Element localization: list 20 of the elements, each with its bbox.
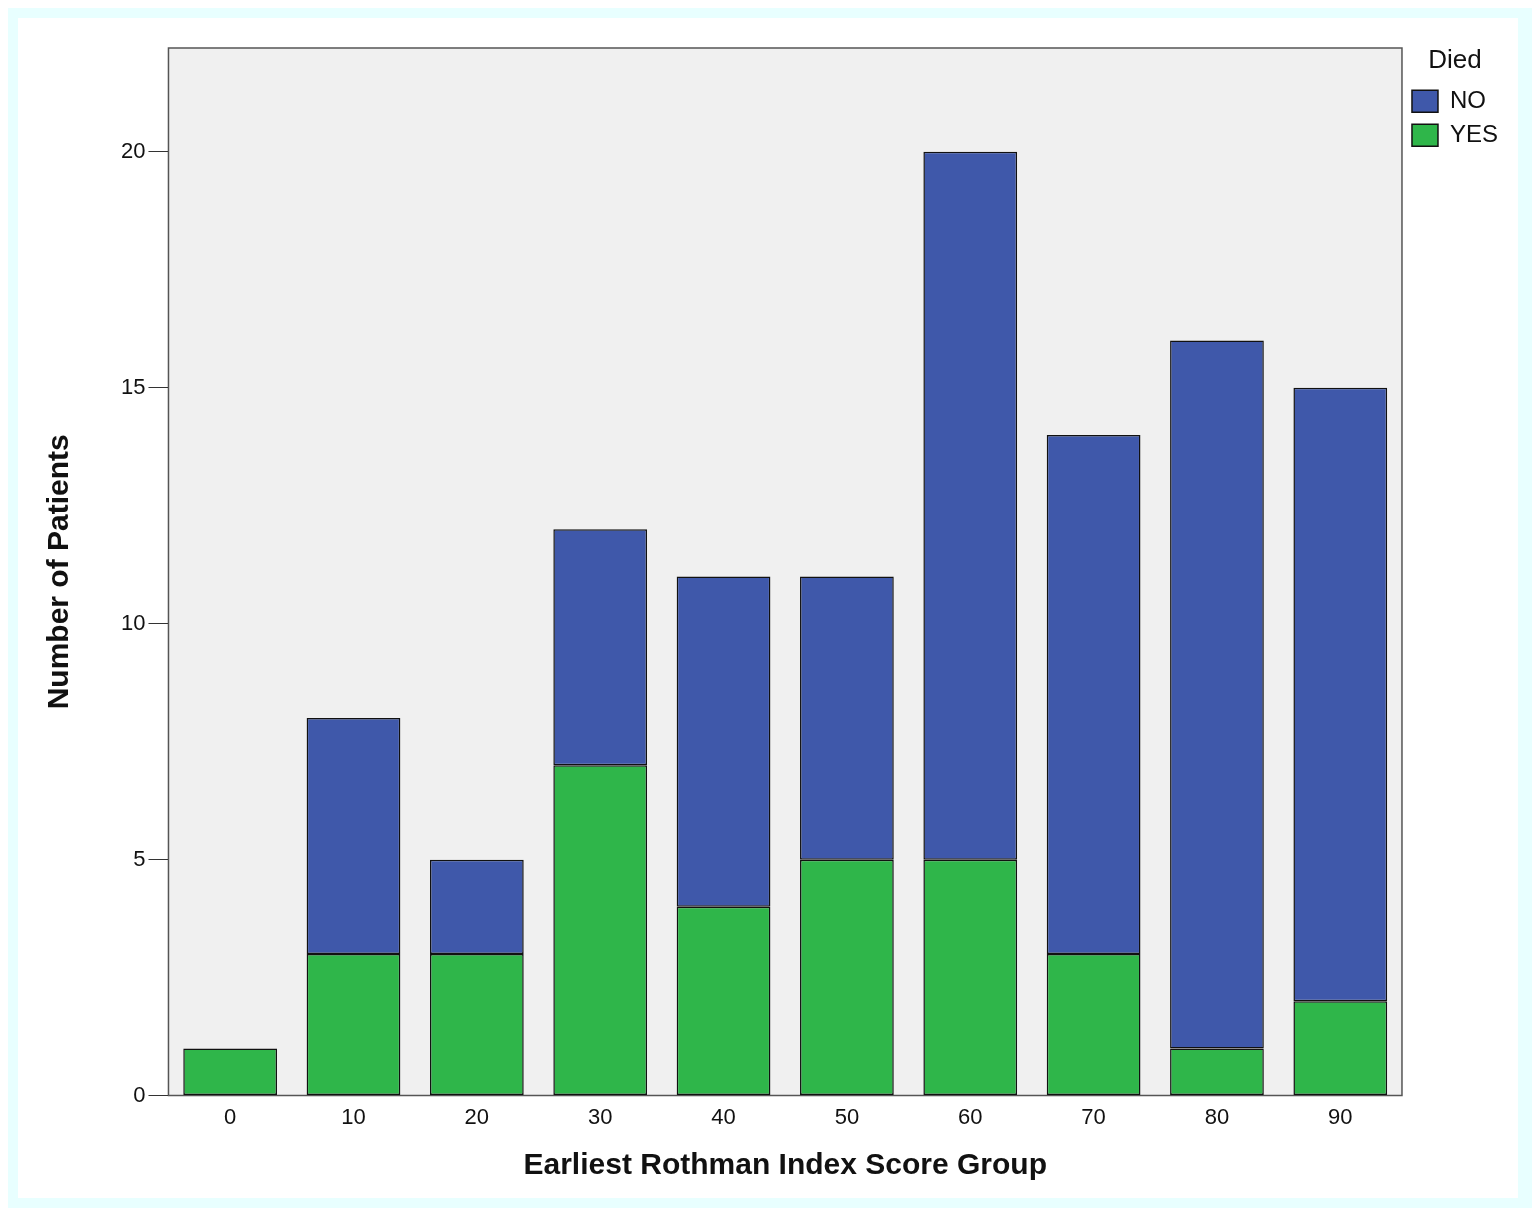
y-tick-label: 5 xyxy=(133,845,146,871)
y-tick-label: 20 xyxy=(120,137,146,163)
x-tick-label: 70 xyxy=(1081,1103,1106,1129)
x-tick-label: 40 xyxy=(711,1103,736,1129)
legend-title: Died xyxy=(1428,44,1482,75)
x-tick-label: 0 xyxy=(224,1103,237,1129)
x-tick-label: 60 xyxy=(958,1103,983,1129)
x-tick-label: 10 xyxy=(341,1103,366,1129)
y-tick-label: 0 xyxy=(133,1081,146,1107)
y-axis-title: Number of Patients xyxy=(41,434,75,710)
x-tick-label: 30 xyxy=(587,1103,613,1129)
x-axis-title: Earliest Rothman Index Score Group xyxy=(523,1147,1047,1181)
legend-label: YES xyxy=(1449,119,1499,147)
x-tick-label: 90 xyxy=(1328,1103,1353,1129)
y-tick-label: 15 xyxy=(120,373,146,399)
x-tick-label: 20 xyxy=(464,1103,490,1129)
y-tick-label: 10 xyxy=(120,609,146,635)
x-tick-label: 80 xyxy=(1204,1103,1230,1129)
legend-label: NO xyxy=(1449,85,1486,113)
x-tick-label: 50 xyxy=(834,1103,860,1129)
